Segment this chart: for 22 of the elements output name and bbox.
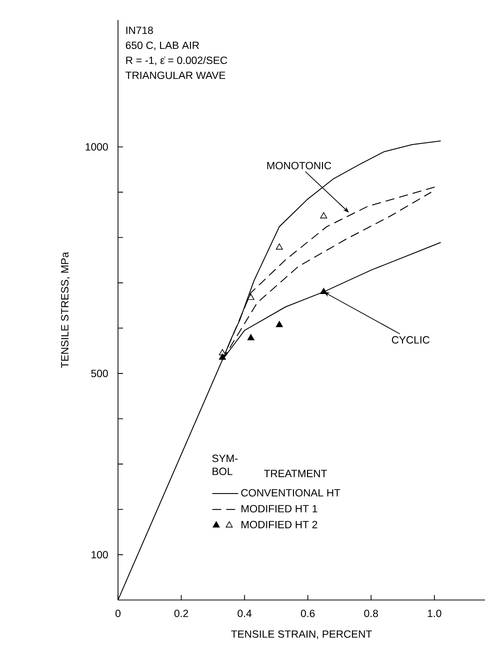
- x-tick-label: 0.4: [238, 610, 252, 618]
- x-tick-label: 0.2: [174, 610, 188, 618]
- annotation: 650 C, LAB AIR: [126, 42, 199, 50]
- annotation: R = -1, ε̇ = 0.002/SEC: [126, 56, 228, 66]
- legend-label: MODIFIED HT 2: [242, 520, 318, 528]
- annotation: CYCLIC: [392, 336, 430, 344]
- x-tick-label: 0.8: [364, 610, 378, 618]
- annotation: MONOTONIC: [267, 162, 332, 170]
- legend-label: MODIFIED HT 1: [242, 504, 318, 512]
- annotation: TRIANGULAR WAVE: [126, 72, 226, 80]
- x-axis-title: TENSILE STRAIN, PERCENT: [231, 630, 372, 640]
- y-axis-title: TENSILE STRESS, MPa: [61, 252, 70, 368]
- y-tick-label: 1000: [86, 143, 108, 151]
- legend-label: CONVENTIONAL HT: [241, 489, 340, 497]
- x-tick-label: 0: [115, 610, 121, 618]
- legend-title: TREATMENT: [264, 470, 327, 478]
- annotation: IN718: [126, 26, 153, 34]
- y-tick-label: 100: [92, 550, 108, 558]
- x-tick-label: 0.6: [300, 610, 315, 618]
- y-tick-label: 500: [91, 370, 108, 378]
- x-tick-label: 1.0: [428, 610, 442, 618]
- annotation: SYM- BOL: [212, 454, 238, 476]
